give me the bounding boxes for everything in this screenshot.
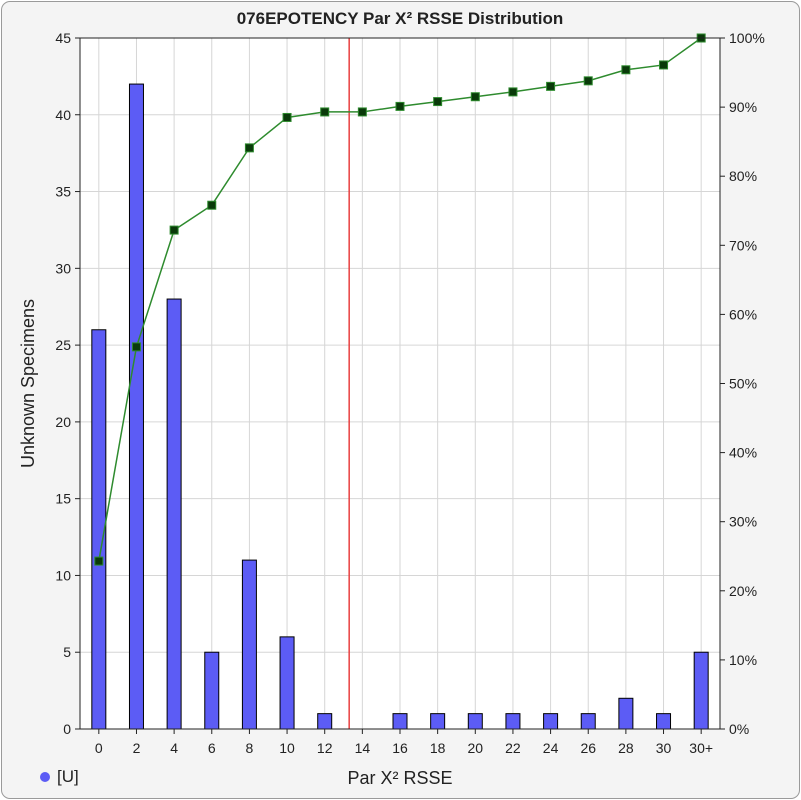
x-tick-label: 4 (170, 740, 178, 756)
y2-tick-label: 80% (729, 168, 757, 184)
x-axis-label: Par X² RSSE (347, 768, 452, 788)
legend-dot-icon (40, 772, 50, 782)
bar (317, 713, 333, 730)
bar (430, 713, 446, 730)
y-tick-label: 20 (55, 414, 71, 430)
line-point (320, 107, 330, 117)
bar (543, 713, 559, 730)
bar (279, 636, 295, 730)
y-tick-label: 0 (63, 721, 71, 737)
bar (204, 651, 220, 730)
line-point (207, 200, 217, 210)
legend: [U] (40, 767, 79, 787)
y2-tick-label: 10% (729, 652, 757, 668)
y2-tick-label: 90% (729, 99, 757, 115)
x-tick-label: 30 (656, 740, 672, 756)
y-tick-label: 45 (55, 30, 71, 46)
x-tick-label: 22 (505, 740, 521, 756)
y2-tick-label: 100% (729, 30, 765, 46)
bar (580, 713, 596, 730)
bar (467, 713, 483, 730)
y-tick-label: 30 (55, 260, 71, 276)
line-point (470, 92, 480, 102)
y2-tick-label: 60% (729, 306, 757, 322)
bar (618, 697, 634, 730)
line-point (131, 342, 141, 352)
y-tick-label: 5 (63, 644, 71, 660)
line-point (395, 101, 405, 111)
bar (128, 83, 144, 730)
bar (392, 713, 408, 730)
x-tick-label: 0 (95, 740, 103, 756)
x-tick-label: 30+ (689, 740, 713, 756)
y-axis-label: Unknown Specimens (18, 299, 38, 468)
y2-tick-label: 40% (729, 445, 757, 461)
line-point (357, 107, 367, 117)
x-tick-label: 8 (246, 740, 254, 756)
bar (693, 651, 709, 730)
legend-label: [U] (57, 767, 79, 786)
chart-title: 076EPOTENCY Par X² RSSE Distribution (237, 9, 564, 28)
line-point (94, 556, 104, 566)
x-tick-label: 12 (317, 740, 333, 756)
bar (656, 713, 672, 730)
y2-tick-label: 0% (729, 721, 749, 737)
y-tick-label: 25 (55, 337, 71, 353)
x-tick-label: 18 (430, 740, 446, 756)
line-point (659, 60, 669, 70)
line-point (244, 143, 254, 153)
x-tick-label: 20 (468, 740, 484, 756)
bar (241, 559, 257, 730)
bar (166, 298, 182, 730)
line-point (583, 76, 593, 86)
y2-tick-label: 50% (729, 376, 757, 392)
x-tick-label: 14 (355, 740, 371, 756)
x-tick-label: 24 (543, 740, 559, 756)
bar (505, 713, 521, 730)
x-tick-label: 10 (279, 740, 295, 756)
x-tick-label: 6 (208, 740, 216, 756)
y2-tick-label: 30% (729, 514, 757, 530)
line-point (433, 97, 443, 107)
x-tick-label: 2 (133, 740, 141, 756)
y-tick-label: 10 (55, 567, 71, 583)
line-point (546, 81, 556, 91)
line-point (169, 225, 179, 235)
y2-tick-label: 70% (729, 237, 757, 253)
line-point (508, 87, 518, 97)
line-point (621, 65, 631, 75)
x-tick-label: 28 (618, 740, 634, 756)
x-tick-label: 16 (392, 740, 408, 756)
line-point (282, 112, 292, 122)
x-tick-label: 26 (580, 740, 596, 756)
y-tick-label: 15 (55, 491, 71, 507)
y-tick-label: 40 (55, 107, 71, 123)
y-tick-label: 35 (55, 184, 71, 200)
y2-tick-label: 20% (729, 583, 757, 599)
